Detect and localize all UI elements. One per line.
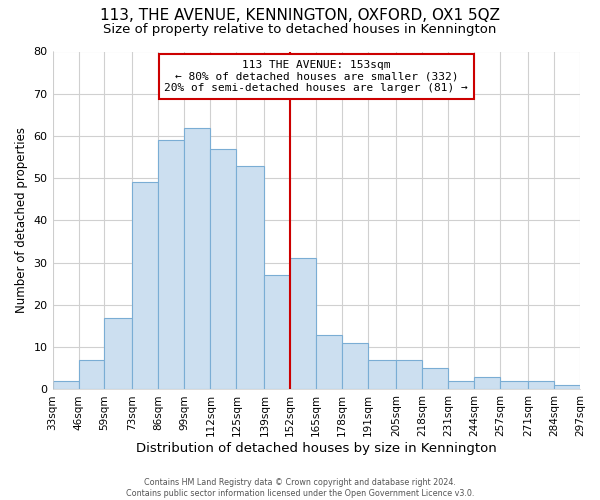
Bar <box>448 381 474 390</box>
Bar <box>422 368 448 390</box>
Text: Size of property relative to detached houses in Kennington: Size of property relative to detached ho… <box>103 22 497 36</box>
Y-axis label: Number of detached properties: Number of detached properties <box>15 128 28 314</box>
Bar <box>474 377 500 390</box>
X-axis label: Distribution of detached houses by size in Kennington: Distribution of detached houses by size … <box>136 442 497 455</box>
Bar <box>53 381 79 390</box>
Bar <box>528 381 554 390</box>
Text: 113, THE AVENUE, KENNINGTON, OXFORD, OX1 5QZ: 113, THE AVENUE, KENNINGTON, OXFORD, OX1… <box>100 8 500 22</box>
Bar <box>158 140 184 390</box>
Bar <box>79 360 104 390</box>
Bar <box>554 385 580 390</box>
Bar <box>342 343 368 390</box>
Bar <box>500 381 528 390</box>
Bar <box>316 334 342 390</box>
Text: Contains HM Land Registry data © Crown copyright and database right 2024.
Contai: Contains HM Land Registry data © Crown c… <box>126 478 474 498</box>
Bar <box>265 276 290 390</box>
Bar <box>104 318 133 390</box>
Bar <box>290 258 316 390</box>
Bar <box>236 166 265 390</box>
Bar <box>133 182 158 390</box>
Bar <box>368 360 396 390</box>
Bar <box>396 360 422 390</box>
Text: 113 THE AVENUE: 153sqm
← 80% of detached houses are smaller (332)
20% of semi-de: 113 THE AVENUE: 153sqm ← 80% of detached… <box>164 60 468 93</box>
Bar <box>211 148 236 390</box>
Bar <box>184 128 211 390</box>
